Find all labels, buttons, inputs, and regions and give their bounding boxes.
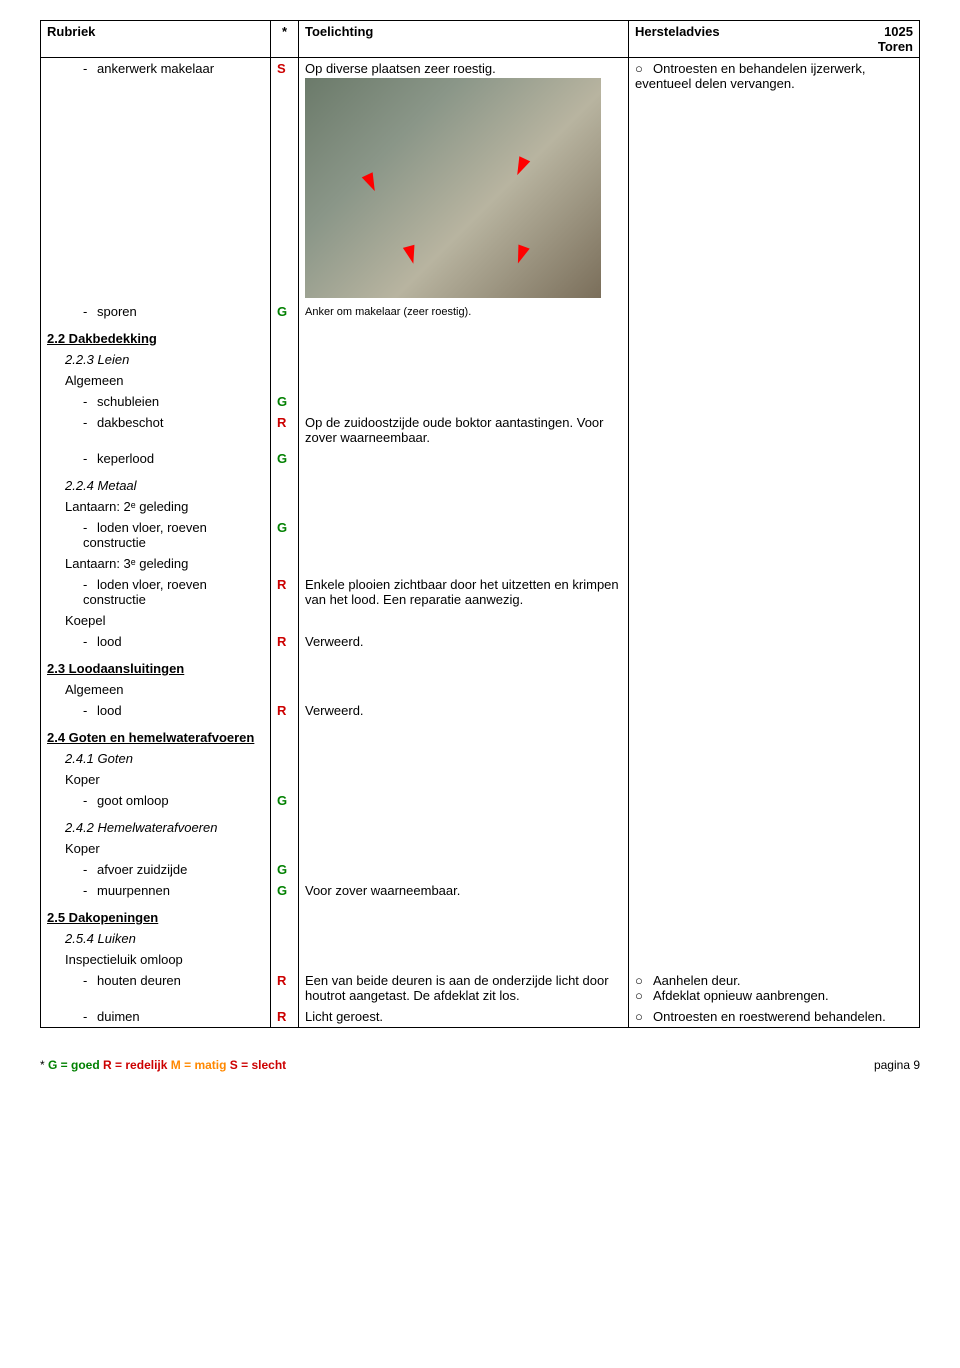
sporen-label: -sporen <box>47 304 264 319</box>
inspectie: Inspectieluik omloop <box>47 952 264 967</box>
ankerwerk-star: S <box>277 61 286 76</box>
h24: 2.4 Goten en hemelwaterafvoeren <box>47 730 254 745</box>
h224: 2.2.4 Metaal <box>47 478 264 493</box>
keperlood: -keperlood <box>47 451 264 466</box>
photo-caption: Anker om makelaar (zeer roestig). <box>305 306 622 318</box>
h241: 2.4.1 Goten <box>47 751 264 766</box>
arrow-icon <box>362 172 380 193</box>
ankerwerk-label: -ankerwerk makelaar <box>47 61 264 76</box>
arrow-icon <box>512 156 530 177</box>
h242: 2.4.2 Hemelwaterafvoeren <box>47 820 264 835</box>
h22: 2.2 Dakbedekking <box>47 331 157 346</box>
lood1: -lood <box>47 634 264 649</box>
schubleien: -schubleien <box>47 394 264 409</box>
h25: 2.5 Dakopeningen <box>47 910 158 925</box>
row-h223: 2.2.3 Leien <box>41 349 920 370</box>
row-sporen: -sporen G Anker om makelaar (zeer roesti… <box>41 301 920 322</box>
hersteladvies-label: Hersteladvies <box>635 24 720 39</box>
koper-2: Koper <box>47 841 264 856</box>
header-row: Rubriek * Toelichting Hersteladvies 1025… <box>41 21 920 58</box>
muurpennen: -muurpennen <box>47 883 264 898</box>
sporen-star: G <box>277 304 287 319</box>
h23: 2.3 Loodaansluitingen <box>47 661 184 676</box>
th-rubriek: Rubriek <box>41 21 271 58</box>
h223: 2.2.3 Leien <box>47 352 264 367</box>
anchor-photo <box>305 78 601 298</box>
algemeen-2: Algemeen <box>47 682 264 697</box>
lant2: Lantaarn: 2ᵉ geleding <box>47 499 264 514</box>
footer: * G = goed R = redelijk M = matig S = sl… <box>40 1058 920 1072</box>
th-toelichting: Toelichting <box>299 21 629 58</box>
koper-1: Koper <box>47 772 264 787</box>
ankerwerk-toelichting: Op diverse plaatsen zeer roestig. <box>299 58 629 302</box>
th-star: * <box>271 21 299 58</box>
row-h22: 2.2 Dakbedekking <box>41 328 920 349</box>
arrow-icon <box>512 244 529 265</box>
th-hersteladvies: Hersteladvies 1025 Toren <box>629 21 920 58</box>
afvoer: -afvoer zuidzijde <box>47 862 264 877</box>
row-ankerwerk: -ankerwerk makelaar S Op diverse plaatse… <box>41 58 920 302</box>
loden1: -loden vloer, roeven constructie <box>47 520 264 550</box>
code-label: 1025 <box>884 24 913 39</box>
lood2: -lood <box>47 703 264 718</box>
subtitle: Toren <box>635 39 913 54</box>
houten-advies: ○Aanhelen deur. ○Afdeklat opnieuw aanbre… <box>629 970 920 1006</box>
duimen-advies: ○Ontroesten en roestwerend behandelen. <box>629 1006 920 1028</box>
arrow-icon <box>403 245 419 265</box>
lant3: Lantaarn: 3ᵉ geleding <box>47 556 264 571</box>
duimen: -duimen <box>47 1009 264 1024</box>
houten: -houten deuren <box>47 973 264 988</box>
ankerwerk-advies: ○Ontroesten en behandelen ijzerwerk, eve… <box>629 58 920 302</box>
page-number: pagina 9 <box>874 1058 920 1072</box>
dakbeschot: -dakbeschot <box>47 415 264 430</box>
legend: * G = goed R = redelijk M = matig S = sl… <box>40 1058 286 1072</box>
loden2: -loden vloer, roeven constructie <box>47 577 264 607</box>
inspection-table: Rubriek * Toelichting Hersteladvies 1025… <box>40 20 920 1028</box>
algemeen-1: Algemeen <box>47 373 264 388</box>
koepel: Koepel <box>47 613 264 628</box>
goot: -goot omloop <box>47 793 264 808</box>
h254: 2.5.4 Luiken <box>47 931 264 946</box>
